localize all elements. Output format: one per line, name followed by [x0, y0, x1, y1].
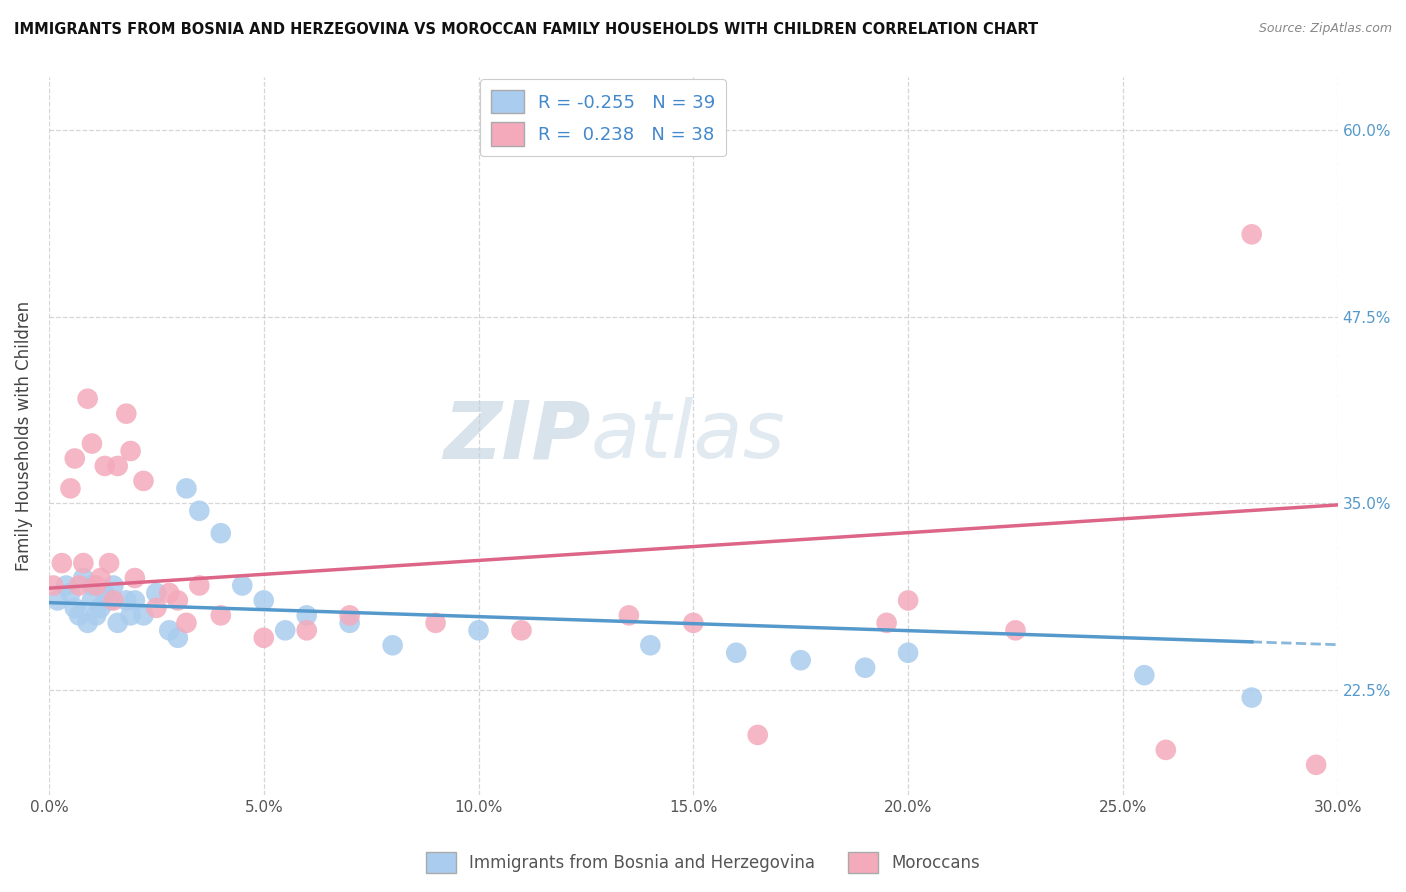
Point	[72, 556, 94, 570]
Point	[124, 571, 146, 585]
Point	[617, 608, 640, 623]
Point	[120, 608, 142, 623]
Point	[295, 608, 318, 623]
Point	[897, 646, 920, 660]
Point	[339, 608, 361, 623]
Point	[63, 451, 86, 466]
Point	[124, 593, 146, 607]
Point	[188, 504, 211, 518]
Point	[59, 586, 82, 600]
Point	[89, 601, 111, 615]
Point	[253, 631, 276, 645]
Point	[1133, 668, 1156, 682]
Point	[98, 593, 121, 607]
Point	[381, 638, 404, 652]
Point	[89, 571, 111, 585]
Point	[467, 624, 489, 638]
Point	[115, 593, 138, 607]
Text: ZIP: ZIP	[443, 397, 591, 475]
Point	[55, 578, 77, 592]
Point	[98, 556, 121, 570]
Point	[59, 481, 82, 495]
Point	[107, 458, 129, 473]
Point	[76, 392, 98, 406]
Point	[132, 474, 155, 488]
Point	[747, 728, 769, 742]
Point	[166, 631, 188, 645]
Point	[1004, 624, 1026, 638]
Point	[84, 608, 107, 623]
Point	[231, 578, 253, 592]
Point	[120, 444, 142, 458]
Point	[1240, 227, 1263, 242]
Point	[157, 586, 180, 600]
Point	[789, 653, 811, 667]
Point	[145, 601, 167, 615]
Point	[107, 615, 129, 630]
Point	[253, 593, 276, 607]
Point	[725, 646, 748, 660]
Point	[157, 624, 180, 638]
Point	[274, 624, 297, 638]
Point	[876, 615, 898, 630]
Point	[295, 624, 318, 638]
Point	[853, 661, 876, 675]
Point	[42, 578, 65, 592]
Point	[145, 586, 167, 600]
Point	[132, 608, 155, 623]
Point	[72, 571, 94, 585]
Point	[209, 608, 232, 623]
Point	[115, 407, 138, 421]
Point	[80, 593, 103, 607]
Point	[1305, 757, 1327, 772]
Legend: Immigrants from Bosnia and Herzegovina, Moroccans: Immigrants from Bosnia and Herzegovina, …	[419, 846, 987, 880]
Legend: R = -0.255   N = 39, R =  0.238   N = 38: R = -0.255 N = 39, R = 0.238 N = 38	[481, 79, 725, 156]
Point	[640, 638, 662, 652]
Y-axis label: Family Households with Children: Family Households with Children	[15, 301, 32, 571]
Point	[67, 578, 90, 592]
Point	[67, 608, 90, 623]
Point	[46, 593, 69, 607]
Point	[166, 593, 188, 607]
Point	[1240, 690, 1263, 705]
Text: IMMIGRANTS FROM BOSNIA AND HERZEGOVINA VS MOROCCAN FAMILY HOUSEHOLDS WITH CHILDR: IMMIGRANTS FROM BOSNIA AND HERZEGOVINA V…	[14, 22, 1038, 37]
Point	[103, 593, 125, 607]
Point	[103, 578, 125, 592]
Point	[84, 578, 107, 592]
Text: Source: ZipAtlas.com: Source: ZipAtlas.com	[1258, 22, 1392, 36]
Point	[188, 578, 211, 592]
Text: atlas: atlas	[591, 397, 785, 475]
Point	[176, 481, 198, 495]
Point	[94, 458, 117, 473]
Point	[76, 615, 98, 630]
Point	[510, 624, 533, 638]
Point	[63, 601, 86, 615]
Point	[897, 593, 920, 607]
Point	[209, 526, 232, 541]
Point	[94, 586, 117, 600]
Point	[682, 615, 704, 630]
Point	[80, 436, 103, 450]
Point	[1154, 743, 1177, 757]
Point	[339, 615, 361, 630]
Point	[176, 615, 198, 630]
Point	[425, 615, 447, 630]
Point	[80, 578, 103, 592]
Point	[51, 556, 73, 570]
